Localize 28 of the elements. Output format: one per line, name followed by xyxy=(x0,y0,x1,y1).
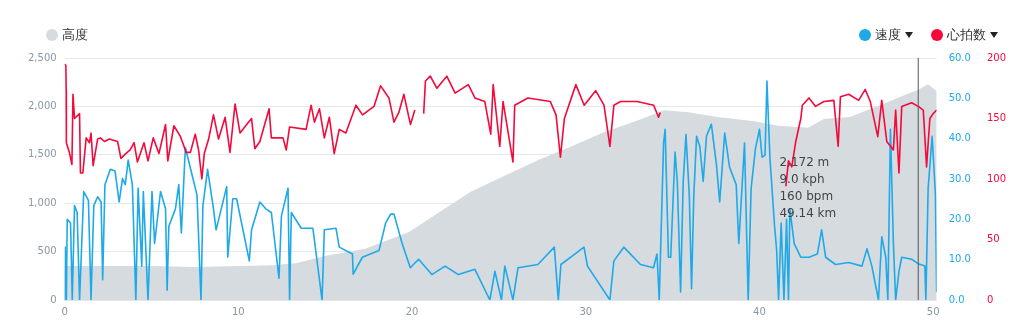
y-tick-label: 1,000 xyxy=(27,196,57,208)
y-tick-label: 500 xyxy=(37,245,57,257)
y-tick-label: 0 xyxy=(50,293,57,305)
y3-tick-label: 50 xyxy=(986,233,1000,245)
x-tick-label: 10 xyxy=(231,305,245,317)
x-tick-label: 20 xyxy=(405,305,419,317)
y2-tick-label: 20.0 xyxy=(948,212,971,224)
y2-tick-label: 0.0 xyxy=(948,293,965,305)
y-tick-label: 2,500 xyxy=(27,51,57,63)
y3-tick-label: 0 xyxy=(986,293,994,305)
legend-label: 高度 xyxy=(62,26,88,44)
y-tick-label: 1,500 xyxy=(27,148,57,160)
annotation: 160 bpm xyxy=(779,189,834,204)
y2-tick-label: 30.0 xyxy=(948,172,971,184)
y3-tick-label: 150 xyxy=(986,112,1007,124)
y2-tick-label: 60.0 xyxy=(948,51,971,63)
legend-label: 心拍数 xyxy=(947,26,986,44)
legend-label: 速度 xyxy=(875,26,901,44)
x-tick-label: 30 xyxy=(579,305,593,317)
y2-tick-label: 40.0 xyxy=(948,132,971,144)
x-tick-label: 0 xyxy=(61,305,68,317)
x-tick-label: 50 xyxy=(926,305,940,317)
y2-tick-label: 10.0 xyxy=(948,253,971,265)
y3-tick-label: 200 xyxy=(986,51,1007,63)
y2-tick-label: 50.0 xyxy=(948,91,971,103)
y3-tick-label: 100 xyxy=(986,172,1007,184)
x-tick-label: 40 xyxy=(753,305,766,317)
y-tick-label: 2,000 xyxy=(27,99,57,111)
